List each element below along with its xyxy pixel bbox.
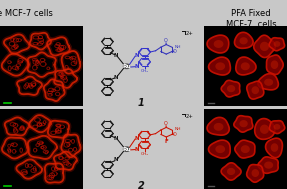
Polygon shape <box>234 32 253 48</box>
Text: 2: 2 <box>138 181 145 189</box>
Text: CH₃: CH₃ <box>141 152 149 156</box>
Polygon shape <box>236 57 256 75</box>
Text: 2+: 2+ <box>186 114 194 119</box>
Polygon shape <box>269 121 285 134</box>
Polygon shape <box>271 143 278 152</box>
Polygon shape <box>207 117 229 135</box>
Polygon shape <box>264 162 273 169</box>
Text: N: N <box>134 64 139 69</box>
Text: Ru: Ru <box>122 64 131 69</box>
Polygon shape <box>251 86 259 94</box>
Polygon shape <box>235 140 255 158</box>
Polygon shape <box>208 140 230 158</box>
Polygon shape <box>215 145 225 153</box>
Text: O: O <box>164 121 168 126</box>
Polygon shape <box>239 120 248 127</box>
Polygon shape <box>265 138 282 158</box>
Polygon shape <box>247 81 264 99</box>
Polygon shape <box>234 116 253 132</box>
Polygon shape <box>274 41 280 47</box>
Polygon shape <box>274 124 280 130</box>
Text: N: N <box>114 136 118 141</box>
Polygon shape <box>258 74 278 90</box>
Text: PFA Fixed
MCF-7  cells: PFA Fixed MCF-7 cells <box>226 9 276 29</box>
Polygon shape <box>258 157 278 173</box>
Polygon shape <box>227 85 235 92</box>
Polygon shape <box>241 145 250 153</box>
Polygon shape <box>221 163 241 180</box>
Text: Live MCF-7 cells: Live MCF-7 cells <box>0 9 53 19</box>
Text: N: N <box>134 53 139 58</box>
Text: O: O <box>173 49 177 54</box>
Text: N: N <box>114 53 118 58</box>
Polygon shape <box>260 42 269 51</box>
Polygon shape <box>214 123 224 131</box>
Polygon shape <box>254 35 275 57</box>
Polygon shape <box>266 55 283 74</box>
Text: CH₃: CH₃ <box>141 69 149 73</box>
Text: 2+: 2+ <box>186 31 194 36</box>
Text: N: N <box>114 157 118 162</box>
Text: Ru: Ru <box>122 147 131 152</box>
Polygon shape <box>271 60 278 69</box>
Polygon shape <box>215 62 225 70</box>
Polygon shape <box>264 79 273 86</box>
Polygon shape <box>207 35 229 53</box>
Polygon shape <box>239 37 248 44</box>
Text: NH: NH <box>174 127 181 131</box>
Text: O: O <box>164 38 168 43</box>
Polygon shape <box>241 62 250 70</box>
Polygon shape <box>214 40 224 48</box>
Circle shape <box>123 147 130 151</box>
Polygon shape <box>209 57 230 75</box>
Text: NH: NH <box>174 45 181 49</box>
Text: 1: 1 <box>138 98 145 108</box>
Polygon shape <box>247 165 264 182</box>
Polygon shape <box>260 125 269 134</box>
Text: N: N <box>134 136 139 141</box>
Text: O: O <box>173 132 177 136</box>
Text: F: F <box>164 139 168 144</box>
Polygon shape <box>251 169 259 177</box>
Polygon shape <box>227 168 235 175</box>
Polygon shape <box>269 38 285 51</box>
Polygon shape <box>255 119 275 139</box>
Circle shape <box>123 64 130 69</box>
Text: N: N <box>114 74 118 80</box>
Polygon shape <box>221 80 240 97</box>
Text: N: N <box>134 147 139 152</box>
